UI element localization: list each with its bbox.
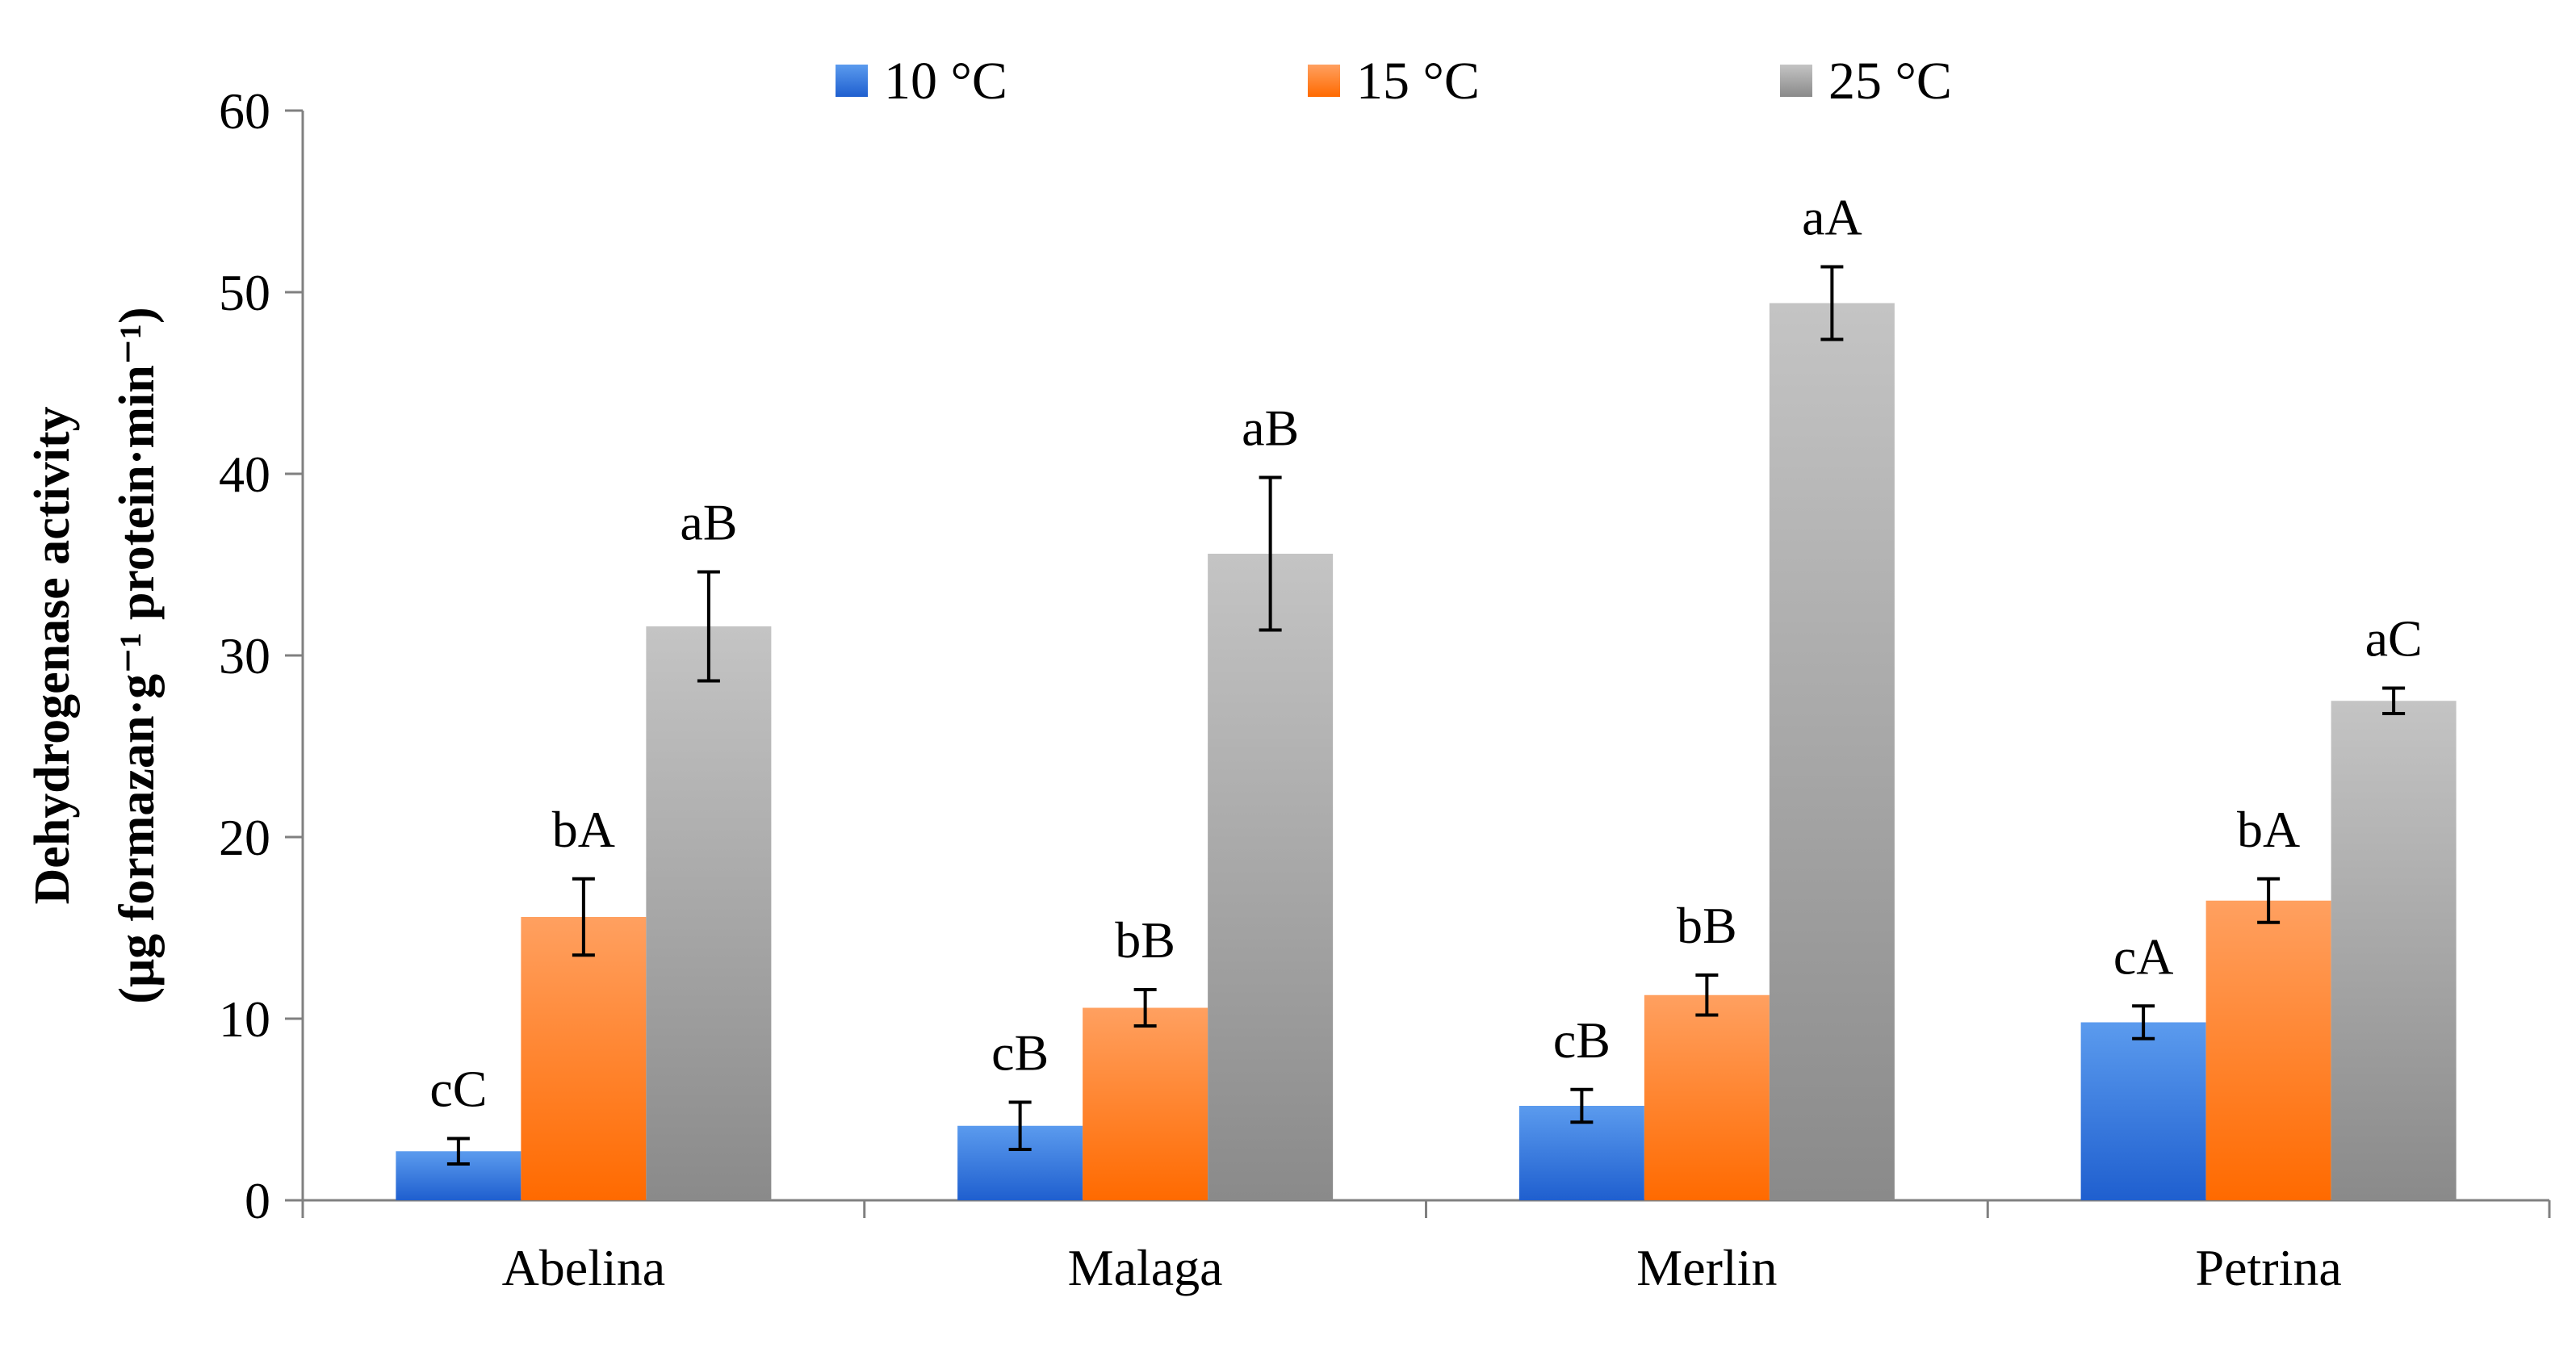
error-bar — [1570, 1087, 1594, 1124]
y-tick-label: 50 — [219, 264, 270, 321]
legend-swatch — [1308, 65, 1340, 97]
significance-label: bA — [2237, 801, 2300, 858]
legend-label: 25 °C — [1828, 52, 1952, 111]
error-bar — [1008, 1100, 1032, 1151]
significance-label: cB — [991, 1024, 1049, 1082]
bar-10C-petrina — [2080, 1022, 2206, 1200]
error-bar — [2257, 877, 2281, 924]
y-axis-title: Dehydrogenase activity — [25, 406, 80, 904]
y-axis-title-units: (μg formazan·g⁻¹ protein·min⁻¹) — [110, 307, 165, 1003]
legend-swatch — [836, 65, 868, 97]
y-tick-label: 60 — [219, 82, 270, 140]
error-bar — [1820, 265, 1844, 341]
labels: Abelina cC bA aB Malaga cB bB aB Merlin cB bB aA Pet… — [25, 189, 2423, 1297]
legend-item: 15 °C — [1308, 52, 1480, 111]
legend-item: 10 °C — [836, 52, 1007, 111]
y-tick-label: 0 — [245, 1172, 270, 1229]
error-bar — [2382, 686, 2406, 715]
significance-label: bB — [1115, 911, 1175, 969]
y-tick-label: 40 — [219, 446, 270, 503]
x-tick-label: Merlin — [1636, 1239, 1777, 1296]
x-tick-label: Malaga — [1068, 1239, 1223, 1296]
legend: 10 °C 15 °C 25 °C — [836, 52, 1952, 111]
axes: 0 10 20 30 40 50 60 — [219, 82, 2551, 1229]
y-tick-label: 20 — [219, 809, 270, 866]
x-tick-label: Abelina — [502, 1239, 666, 1296]
bar-25C-abelina — [646, 626, 772, 1200]
x-tick-label: Petrina — [2195, 1239, 2341, 1296]
significance-label: aB — [680, 494, 737, 551]
legend-label: 10 °C — [884, 52, 1007, 111]
bar-15C-petrina — [2205, 900, 2331, 1200]
bar-15C-merlin — [1644, 994, 1770, 1200]
bar-25C-petrina — [2331, 701, 2457, 1200]
significance-label: aC — [2365, 610, 2423, 668]
y-tick-label: 30 — [219, 627, 270, 684]
significance-label: bB — [1677, 897, 1737, 954]
significance-label: bA — [552, 801, 615, 858]
error-bar — [697, 570, 720, 683]
significance-label: cA — [2113, 927, 2174, 985]
bar-15C-abelina — [521, 917, 647, 1200]
legend-swatch — [1780, 65, 1812, 97]
error-bar — [1259, 475, 1282, 632]
significance-label: aA — [1802, 189, 1862, 246]
bar-15C-malaga — [1083, 1007, 1208, 1200]
error-bar — [2132, 1004, 2155, 1040]
legend-item: 25 °C — [1780, 52, 1952, 111]
bar-25C-merlin — [1769, 303, 1895, 1200]
error-bar — [1695, 973, 1719, 1017]
error-bar — [1133, 988, 1157, 1028]
legend-label: 15 °C — [1356, 52, 1480, 111]
error-bar — [446, 1137, 470, 1166]
bar-25C-malaga — [1208, 554, 1334, 1200]
significance-label: cB — [1553, 1011, 1611, 1069]
error-bar — [572, 877, 595, 957]
y-tick-label: 10 — [219, 990, 270, 1048]
bars — [396, 265, 2457, 1200]
significance-label: cC — [429, 1061, 487, 1118]
significance-label: aB — [1242, 400, 1299, 457]
